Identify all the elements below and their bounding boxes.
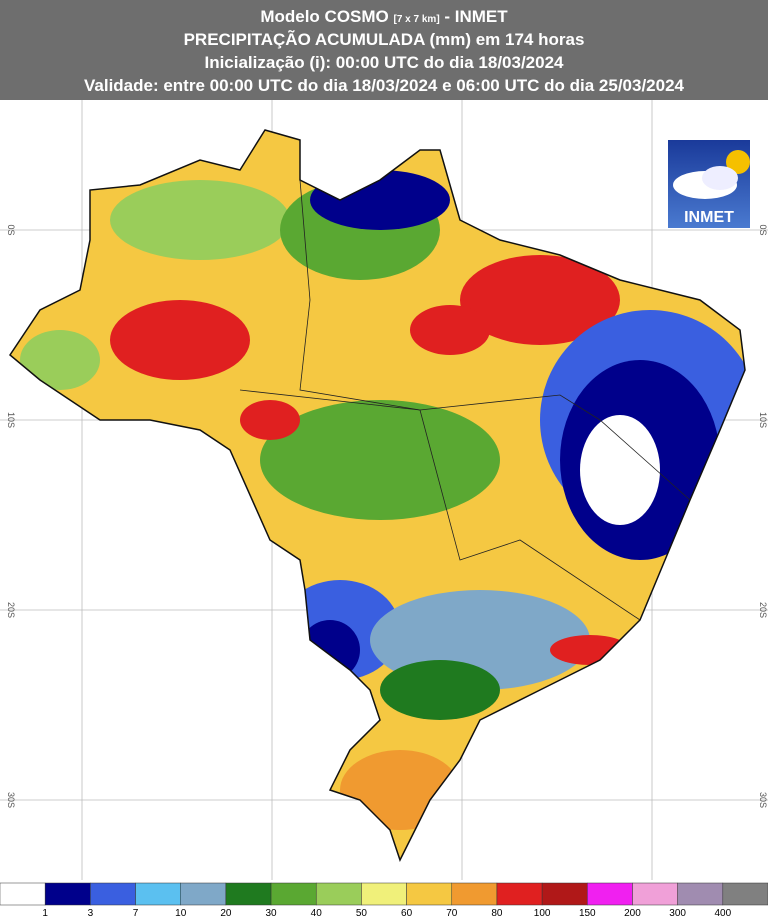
legend-swatch xyxy=(270,882,317,906)
legend-label: 70 xyxy=(446,908,458,919)
agency: - INMET xyxy=(444,7,508,26)
latitude-label: 30S xyxy=(6,792,16,808)
latitude-label: 10S xyxy=(758,412,768,428)
legend-swatch xyxy=(541,882,588,906)
header-line1: Modelo COSMO [7 x 7 km] - INMET xyxy=(260,7,508,26)
resolution: [7 x 7 km] xyxy=(394,14,440,25)
legend-swatch xyxy=(722,882,768,906)
legend-label: 1 xyxy=(42,908,48,919)
legend-label: 200 xyxy=(624,908,641,919)
legend-label: 60 xyxy=(401,908,413,919)
legend-swatch xyxy=(632,882,678,906)
legend-label: 20 xyxy=(220,908,232,919)
precipitation-field xyxy=(10,130,745,860)
latitude-label: 20S xyxy=(6,602,16,618)
legend-swatch xyxy=(44,882,91,906)
logo-text: INMET xyxy=(684,209,734,226)
header-line4: Validade: entre 00:00 UTC do dia 18/03/2… xyxy=(84,76,685,95)
legend-swatch xyxy=(587,882,633,906)
legend-swatch xyxy=(496,882,543,906)
legend-label: 150 xyxy=(579,908,596,919)
header-line3: Inicialização (i): 00:00 UTC do dia 18/0… xyxy=(204,53,564,72)
legend-label: 400 xyxy=(714,908,731,919)
model: Modelo COSMO xyxy=(260,7,388,26)
legend-label: 30 xyxy=(265,908,277,919)
legend-swatch xyxy=(225,882,272,906)
header-band xyxy=(0,0,768,100)
legend-swatch xyxy=(135,882,181,906)
legend-label: 300 xyxy=(669,908,686,919)
state-borders xyxy=(239,389,641,621)
legend-label: 40 xyxy=(311,908,323,919)
logo: INMET xyxy=(668,140,750,228)
legend-swatch xyxy=(315,882,362,906)
legend-swatch xyxy=(451,882,498,906)
legend-swatch xyxy=(677,882,724,906)
legend-swatch xyxy=(0,882,46,906)
latitude-label: 20S xyxy=(758,602,768,618)
legend-swatch xyxy=(406,882,453,906)
legend-label: 50 xyxy=(356,908,368,919)
legend-swatch xyxy=(90,882,136,906)
legend-swatch xyxy=(180,882,227,906)
legend-swatch xyxy=(361,882,407,906)
latitude-label: 30S xyxy=(758,792,768,808)
legend-label: 7 xyxy=(133,908,139,919)
legend: 1 3 7 10 20 30 40 50 60 70 80 100 150 200 300 400 xyxy=(0,882,768,919)
latitude-label: 0S xyxy=(6,224,16,235)
latitude-label: 10S xyxy=(6,412,16,428)
legend-label: 100 xyxy=(534,908,551,919)
legend-label: 10 xyxy=(175,908,187,919)
legend-label: 80 xyxy=(491,908,503,919)
header-line2: PRECIPITAÇÃO ACUMULADA (mm) em 174 horas xyxy=(184,29,585,49)
latitude-label: 0S xyxy=(758,224,768,235)
legend-label: 3 xyxy=(88,908,94,919)
